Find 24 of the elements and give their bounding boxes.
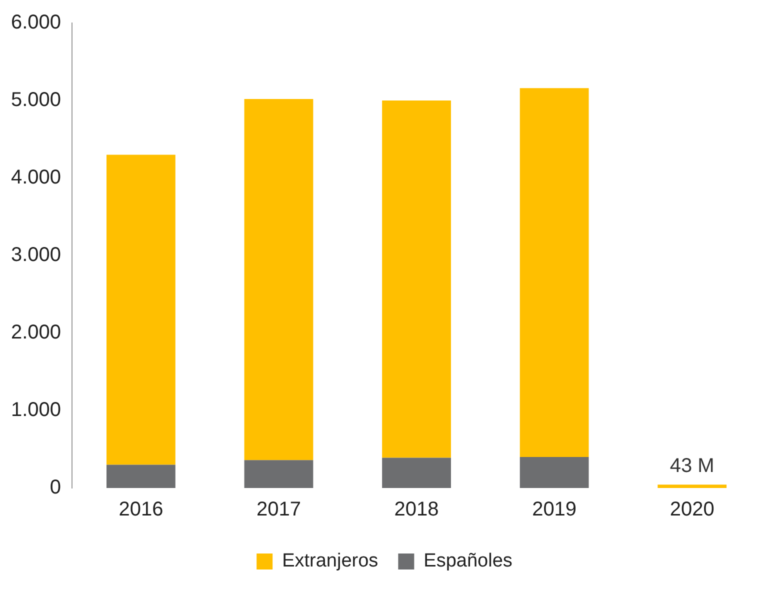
bar — [520, 457, 589, 488]
bar — [106, 154, 176, 465]
y-tick-label: 3.000 — [10, 244, 62, 266]
x-tick-label: 2020 — [670, 498, 714, 521]
bar — [106, 464, 176, 488]
x-tick-label: 2019 — [532, 498, 577, 521]
bar — [658, 484, 727, 488]
y-tick-label: 6.000 — [10, 12, 62, 34]
bar — [244, 98, 314, 460]
bar — [520, 88, 589, 457]
bar — [244, 460, 314, 488]
x-tick-label: 2018 — [394, 498, 439, 521]
y-tick-label: 0 — [50, 476, 62, 499]
legend-label: Extranjeros — [282, 550, 378, 572]
legend-label: Españoles — [424, 550, 512, 572]
bar — [382, 100, 451, 458]
bar — [382, 458, 451, 488]
y-tick-label: 2.000 — [10, 322, 62, 344]
y-tick-label: 5.000 — [10, 89, 62, 112]
y-tick-label: 4.000 — [10, 166, 62, 189]
x-tick-label: 2016 — [118, 498, 164, 521]
x-tick-label: 2017 — [256, 498, 301, 521]
y-tick-label: 1.000 — [10, 399, 62, 422]
annotation: 43 M — [670, 455, 714, 478]
